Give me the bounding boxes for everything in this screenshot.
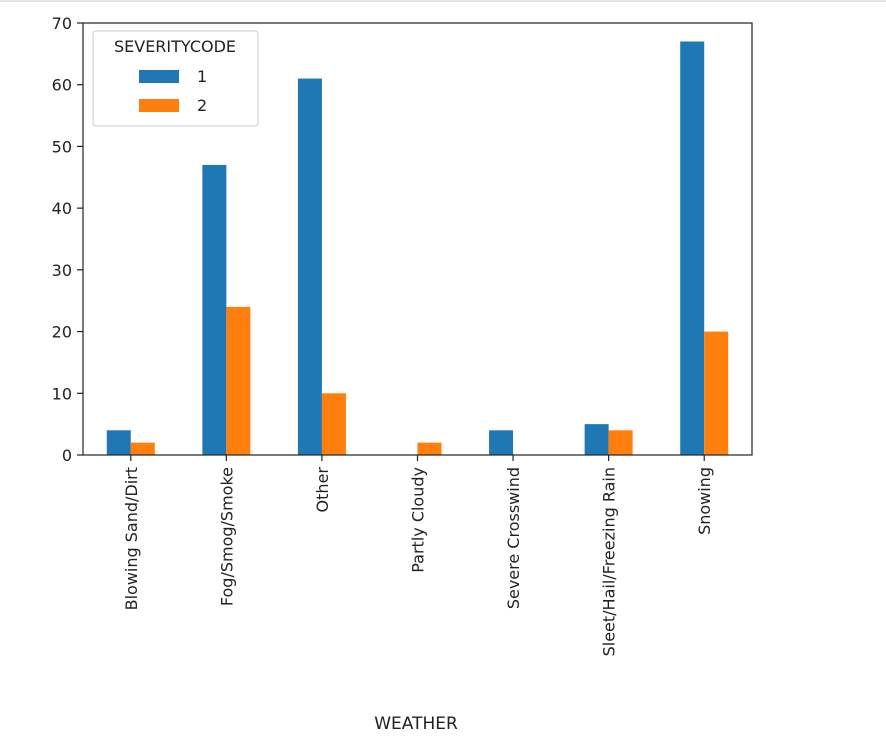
y-tick-label: 60 bbox=[52, 76, 72, 95]
y-tick-label: 70 bbox=[52, 14, 72, 33]
legend-label-1: 1 bbox=[197, 67, 207, 86]
y-tick-label: 10 bbox=[52, 384, 72, 403]
legend: SEVERITYCODE 1 2 bbox=[92, 30, 259, 127]
notebook-top-rule bbox=[0, 0, 886, 2]
y-axis: 0 10 20 30 40 50 60 70 bbox=[52, 14, 83, 465]
legend-swatch-1 bbox=[139, 70, 179, 83]
x-tick-label-snowing: Snowing bbox=[695, 467, 714, 535]
legend-swatch-2 bbox=[139, 99, 179, 112]
legend-title: SEVERITYCODE bbox=[114, 37, 236, 56]
y-tick-label: 20 bbox=[52, 323, 72, 342]
bar-other-series-2 bbox=[321, 393, 346, 455]
bar-snowing-series-1 bbox=[680, 41, 705, 455]
y-tick-label: 40 bbox=[52, 199, 72, 218]
x-tick-label-blowing-sand-dirt: Blowing Sand/Dirt bbox=[122, 467, 141, 610]
legend-label-2: 2 bbox=[197, 96, 207, 115]
y-tick-label: 50 bbox=[52, 137, 72, 156]
y-tick-label: 30 bbox=[52, 261, 72, 280]
bar-partly-cloudy-series-2 bbox=[417, 442, 442, 455]
bar-blowing-sand-dirt-series-1 bbox=[106, 430, 131, 455]
bar-sleet-hail-freezing-rain-series-2 bbox=[608, 430, 633, 455]
x-tick-label-sleet-hail-freezing-rain: Sleet/Hail/Freezing Rain bbox=[600, 467, 619, 656]
bar-blowing-sand-dirt-series-2 bbox=[130, 442, 155, 455]
x-tick-label-other: Other bbox=[313, 467, 332, 513]
x-axis: Blowing Sand/Dirt Fog/Smog/Smoke Other Part… bbox=[122, 455, 714, 656]
x-axis-label: WEATHER bbox=[374, 714, 458, 734]
bar-severe-crosswind-series-1 bbox=[489, 430, 514, 455]
bar-sleet-hail-freezing-rain-series-1 bbox=[584, 424, 609, 455]
bar-other-series-1 bbox=[297, 78, 322, 455]
y-tick-label: 0 bbox=[62, 446, 72, 465]
x-tick-label-severe-crosswind: Severe Crosswind bbox=[504, 467, 523, 609]
x-tick-label-fog-smog-smoke: Fog/Smog/Smoke bbox=[217, 467, 236, 606]
bar-fog-smog-smoke-series-2 bbox=[226, 306, 251, 455]
bars-group bbox=[106, 41, 729, 455]
x-tick-label-partly-cloudy: Partly Cloudy bbox=[409, 467, 428, 573]
bar-fog-smog-smoke-series-1 bbox=[202, 164, 227, 455]
bar-snowing-series-2 bbox=[704, 331, 729, 455]
